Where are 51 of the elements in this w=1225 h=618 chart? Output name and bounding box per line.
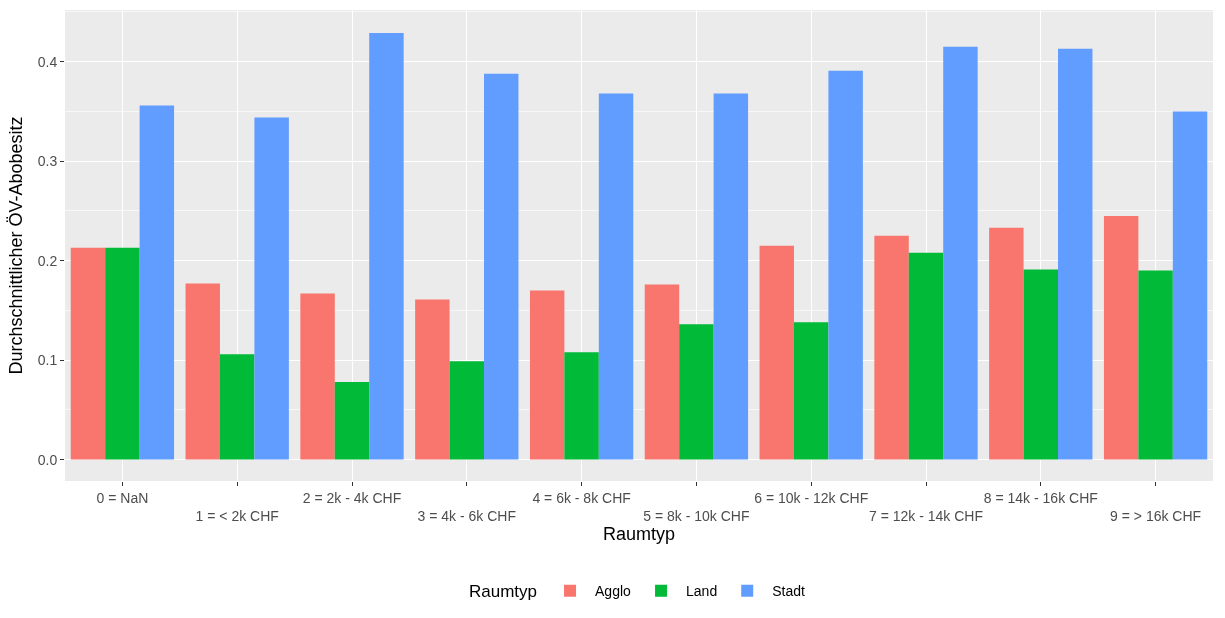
y-tick-label: 0.0: [37, 451, 58, 468]
x-tick-label: 1 = < 2k CHF: [195, 508, 279, 524]
bar: [564, 352, 599, 460]
bar: [415, 299, 450, 460]
x-tick-label: 9 = > 16k CHF: [1110, 508, 1202, 524]
bar: [598, 93, 634, 460]
bar: [1058, 48, 1093, 460]
legend-label: Agglo: [595, 583, 632, 600]
bar: [679, 324, 714, 460]
x-tick-label: 7 = 12k - 14k CHF: [869, 508, 983, 524]
bar: [793, 322, 829, 460]
bar: [874, 235, 909, 460]
bar: [300, 293, 335, 460]
bar: [828, 70, 863, 460]
bar: [759, 245, 794, 460]
legend-label: Stadt: [772, 583, 806, 600]
bar: [1138, 270, 1173, 460]
bar: [1103, 215, 1139, 460]
bar: [185, 283, 220, 460]
x-tick-label: 4 = 6k - 8k CHF: [532, 489, 631, 506]
x-tick-label: 8 = 14k - 16k CHF: [983, 489, 1098, 506]
y-tick-label: 0.4: [37, 53, 58, 70]
y-tick-label: 0.1: [37, 352, 58, 369]
x-tick-label: 5 = 8k - 10k CHF: [643, 508, 750, 524]
y-tick-label: 0.3: [37, 153, 58, 170]
x-tick-label: 2 = 2k - 4k CHF: [302, 489, 402, 506]
y-axis-title: Durchschnittlicher ÖV-Abobesitz: [5, 116, 26, 375]
legend-label: Land: [686, 583, 718, 600]
legend-title: Raumtyp: [469, 582, 538, 602]
bar: [529, 290, 565, 460]
x-axis-title: Raumtyp: [602, 524, 676, 544]
bar: [369, 32, 404, 460]
x-tick-label: 3 = 4k - 6k CHF: [417, 508, 517, 524]
bar: [105, 247, 140, 460]
bar: [713, 93, 749, 460]
bar: [219, 354, 255, 460]
bar: [449, 361, 485, 460]
bar: [908, 252, 944, 460]
bar: [989, 227, 1024, 460]
bar: [644, 284, 680, 460]
x-tick-label: 0 = NaN: [96, 489, 149, 506]
bar: [139, 105, 175, 460]
x-tick-label: 6 = 10k - 12k CHF: [754, 489, 869, 506]
y-tick-label: 0.2: [37, 252, 58, 269]
bar: [943, 46, 978, 460]
bar: [1172, 111, 1208, 460]
bar: [484, 73, 519, 460]
bar: [254, 117, 289, 460]
bar: [1023, 269, 1059, 460]
bar: [334, 382, 370, 460]
bar: [70, 247, 106, 460]
